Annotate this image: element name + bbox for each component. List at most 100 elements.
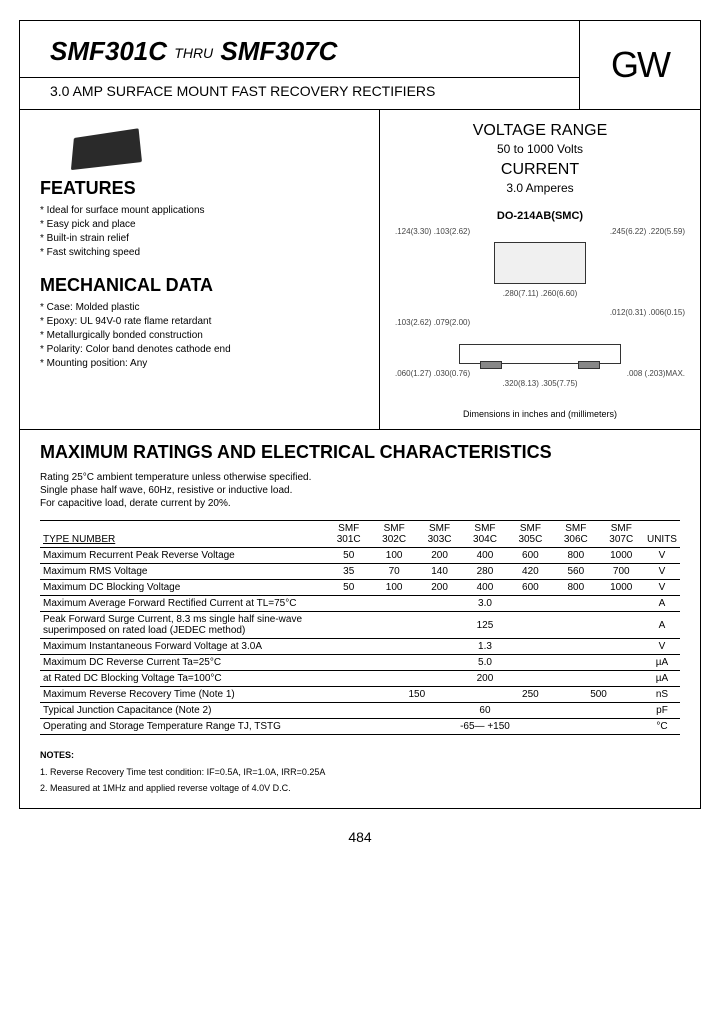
unit-cell: µA bbox=[644, 655, 680, 671]
cell-span: 5.0 bbox=[326, 655, 644, 671]
table-row: Operating and Storage Temperature Range … bbox=[40, 719, 680, 735]
col-header: UNITS bbox=[644, 521, 680, 548]
feature-item: * Built-in strain relief bbox=[40, 232, 359, 246]
cell: 700 bbox=[599, 564, 644, 580]
cell-span: 3.0 bbox=[326, 596, 644, 612]
table-row: Maximum RMS Voltage3570140280420560700V bbox=[40, 564, 680, 580]
table-row: Maximum Recurrent Peak Reverse Voltage50… bbox=[40, 548, 680, 564]
footnote: 2. Measured at 1MHz and applied reverse … bbox=[40, 780, 680, 796]
notes-heading: NOTES: bbox=[40, 747, 680, 763]
unit-cell: A bbox=[644, 612, 680, 639]
dim: .103(2.62) .079(2.00) bbox=[395, 318, 470, 328]
table-row: at Rated DC Blocking Voltage Ta=100°C200… bbox=[40, 671, 680, 687]
dim: .124(3.30) .103(2.62) bbox=[395, 227, 470, 237]
cell-span: -65— +150 bbox=[326, 719, 644, 735]
mechanical-list: * Case: Molded plastic * Epoxy: UL 94V-0… bbox=[40, 301, 359, 371]
cell: 420 bbox=[508, 564, 553, 580]
unit-cell: V bbox=[644, 580, 680, 596]
unit-cell: A bbox=[644, 596, 680, 612]
table-row: Maximum Instantaneous Forward Voltage at… bbox=[40, 639, 680, 655]
subtitle: 3.0 AMP SURFACE MOUNT FAST RECOVERY RECT… bbox=[20, 77, 579, 104]
cell-span: 200 bbox=[326, 671, 644, 687]
row-label: Maximum RMS Voltage bbox=[40, 564, 326, 580]
package-diagram: .124(3.30) .103(2.62) .245(6.22) .220(5.… bbox=[395, 227, 685, 389]
cell: 50 bbox=[326, 548, 371, 564]
cell: 50 bbox=[326, 580, 371, 596]
datasheet-page: SMF301C THRU SMF307C 3.0 AMP SURFACE MOU… bbox=[19, 20, 701, 809]
cell: 200 bbox=[417, 580, 462, 596]
spec-table: TYPE NUMBER SMF 301C SMF 302C SMF 303C S… bbox=[40, 520, 680, 735]
row-label: Typical Junction Capacitance (Note 2) bbox=[40, 703, 326, 719]
dimensions-note: Dimensions in inches and (millimeters) bbox=[395, 409, 685, 419]
footnote: 1. Reverse Recovery Time test condition:… bbox=[40, 764, 680, 780]
col-header: SMF 302C bbox=[371, 521, 416, 548]
col-header: SMF 304C bbox=[462, 521, 507, 548]
ratings-heading: MAXIMUM RATINGS AND ELECTRICAL CHARACTER… bbox=[40, 442, 680, 463]
col-header: SMF 307C bbox=[599, 521, 644, 548]
header-left: SMF301C THRU SMF307C 3.0 AMP SURFACE MOU… bbox=[20, 21, 579, 109]
thru-text: THRU bbox=[174, 45, 213, 61]
table-row: Maximum DC Blocking Voltage5010020040060… bbox=[40, 580, 680, 596]
cell: 280 bbox=[462, 564, 507, 580]
part-from: SMF301C bbox=[50, 36, 167, 66]
table-header-row: TYPE NUMBER SMF 301C SMF 302C SMF 303C S… bbox=[40, 521, 680, 548]
unit-cell: nS bbox=[644, 687, 680, 703]
unit-cell: pF bbox=[644, 703, 680, 719]
table-row: Typical Junction Capacitance (Note 2)60p… bbox=[40, 703, 680, 719]
row-label: Maximum Recurrent Peak Reverse Voltage bbox=[40, 548, 326, 564]
cell: 500 bbox=[553, 687, 644, 703]
cell-span: 125 bbox=[326, 612, 644, 639]
cell: 600 bbox=[508, 548, 553, 564]
rating-note: For capacitive load, derate current by 2… bbox=[40, 497, 680, 510]
dim: .008 (.203)MAX. bbox=[627, 369, 685, 379]
row-label: at Rated DC Blocking Voltage Ta=100°C bbox=[40, 671, 326, 687]
header: SMF301C THRU SMF307C 3.0 AMP SURFACE MOU… bbox=[20, 21, 700, 110]
cell: 800 bbox=[553, 580, 598, 596]
voltage-range: 50 to 1000 Volts bbox=[395, 142, 685, 156]
cell: 35 bbox=[326, 564, 371, 580]
voltage-range-title: VOLTAGE RANGE bbox=[395, 122, 685, 140]
row-label: Peak Forward Surge Current, 8.3 ms singl… bbox=[40, 612, 326, 639]
pkg-top-view bbox=[494, 242, 586, 284]
unit-cell: °C bbox=[644, 719, 680, 735]
footnotes: NOTES: 1. Reverse Recovery Time test con… bbox=[40, 747, 680, 796]
unit-cell: V bbox=[644, 639, 680, 655]
logo: GW bbox=[579, 21, 700, 109]
features-list: * Ideal for surface mount applications *… bbox=[40, 204, 359, 260]
col-header: SMF 303C bbox=[417, 521, 462, 548]
left-column: FEATURES * Ideal for surface mount appli… bbox=[20, 110, 380, 429]
mech-item: * Polarity: Color band denotes cathode e… bbox=[40, 343, 359, 357]
rating-note: Rating 25°C ambient temperature unless o… bbox=[40, 471, 680, 484]
cell: 1000 bbox=[599, 548, 644, 564]
right-column: VOLTAGE RANGE 50 to 1000 Volts CURRENT 3… bbox=[380, 110, 700, 429]
feature-item: * Ideal for surface mount applications bbox=[40, 204, 359, 218]
cell: 800 bbox=[553, 548, 598, 564]
mech-item: * Case: Molded plastic bbox=[40, 301, 359, 315]
row-label: Maximum Average Forward Rectified Curren… bbox=[40, 596, 326, 612]
ratings-notes: Rating 25°C ambient temperature unless o… bbox=[40, 471, 680, 510]
dim: .245(6.22) .220(5.59) bbox=[610, 227, 685, 237]
cell-span: 1.3 bbox=[326, 639, 644, 655]
row-label: Maximum Instantaneous Forward Voltage at… bbox=[40, 639, 326, 655]
row-label: Maximum Reverse Recovery Time (Note 1) bbox=[40, 687, 326, 703]
table-row: Maximum DC Reverse Current Ta=25°C5.0µA bbox=[40, 655, 680, 671]
mech-item: * Mounting position: Any bbox=[40, 357, 359, 371]
content-row: FEATURES * Ideal for surface mount appli… bbox=[20, 110, 700, 430]
part-to: SMF307C bbox=[220, 36, 337, 66]
feature-item: * Easy pick and place bbox=[40, 218, 359, 232]
unit-cell: µA bbox=[644, 671, 680, 687]
mechanical-heading: MECHANICAL DATA bbox=[40, 275, 359, 296]
package-label: DO-214AB(SMC) bbox=[395, 210, 685, 222]
cell: 200 bbox=[417, 548, 462, 564]
col-header: SMF 305C bbox=[508, 521, 553, 548]
row-label: Maximum DC Reverse Current Ta=25°C bbox=[40, 655, 326, 671]
unit-cell: V bbox=[644, 548, 680, 564]
rating-note: Single phase half wave, 60Hz, resistive … bbox=[40, 484, 680, 497]
table-row: Maximum Reverse Recovery Time (Note 1)15… bbox=[40, 687, 680, 703]
ratings-section: MAXIMUM RATINGS AND ELECTRICAL CHARACTER… bbox=[20, 430, 700, 808]
row-label: Maximum DC Blocking Voltage bbox=[40, 580, 326, 596]
cell: 400 bbox=[462, 580, 507, 596]
chip-image bbox=[71, 128, 142, 170]
type-number-header: TYPE NUMBER bbox=[40, 521, 326, 548]
table-row: Peak Forward Surge Current, 8.3 ms singl… bbox=[40, 612, 680, 639]
